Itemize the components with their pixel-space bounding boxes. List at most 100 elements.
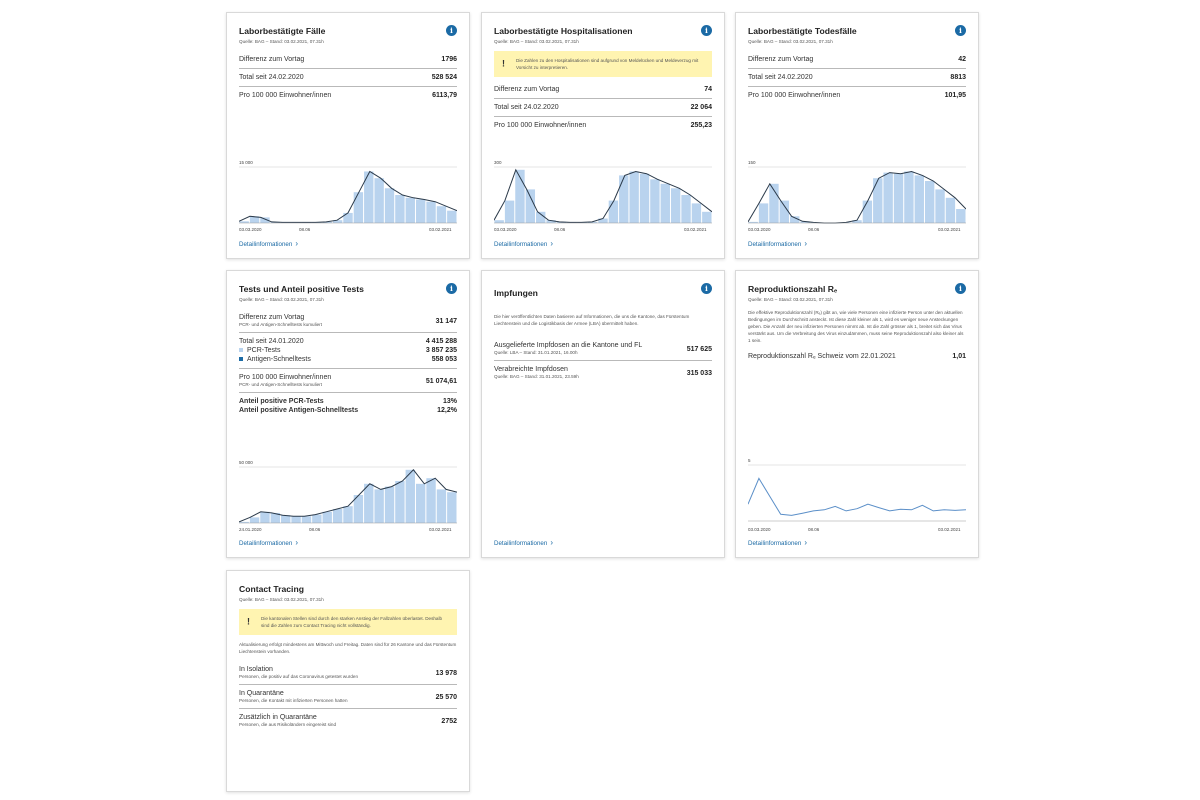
hosp-card: Laborbestätigte Hospitalisationen i Quel… [481,12,725,259]
chevron-right-icon: › [550,239,553,248]
total-label: Total seit 24.01.2020 [239,338,304,345]
notice-box: ! Die kantonalen Stellen sind durch den … [239,609,457,635]
detail-link[interactable]: Detailinformationen › [239,239,298,248]
chart-bar [883,172,893,223]
ymax-label: 50 000 [239,460,253,465]
diff-row: Differenz zum Vortag PCR- und Antigen-Sch… [239,309,457,333]
source-text: Quelle: BAG – Stand: 03.02.2021, 07.31h [494,39,579,44]
source-text: Quelle: BAG – Stand: 03.02.2021, 07.31h [748,39,833,44]
chart-bar [650,179,660,223]
detail-link[interactable]: Detailinformationen › [748,239,807,248]
x-start-label: 03.03.2020 [239,227,262,232]
cases-card: Laborbestätigte Fälle i Quelle: BAG – St… [226,12,470,259]
chart-bar [249,517,260,523]
antigen-legend-icon [239,357,243,362]
detail-link-label: Detailinformationen [494,540,548,547]
x-start-label: 03.03.2020 [748,527,771,532]
card-title: Laborbestätigte Fälle [239,26,326,36]
total-value: 22 064 [690,104,712,111]
chart-bar [270,512,281,523]
isolation-row: In Isolation Personen, die positiv auf da… [239,661,457,685]
diff-row: Differenz zum Vortag 74 [494,81,712,99]
chart-bar [260,511,270,523]
chart-bar [670,188,681,223]
deaths-card: Laborbestätigte Todesfälle i Quelle: BAG… [735,12,979,259]
card-title: Laborbestätigte Hospitalisationen [494,26,633,36]
chart-bar [779,200,790,223]
info-icon[interactable]: i [955,283,966,294]
x-end-label: 03.02.2021 [429,227,452,232]
chart-bar [629,171,639,223]
detail-link-label: Detailinformationen [239,241,293,248]
hosp-chart: 300 03.03.2020 08.06 03.02.2021 [494,159,712,233]
delivered-row: Ausgelieferte Impfdosen an die Kantone u… [494,337,712,361]
info-icon[interactable]: i [955,25,966,36]
chart-bar [415,199,426,223]
info-icon[interactable]: i [446,283,457,294]
chevron-right-icon: › [804,538,807,547]
chart-bar [852,220,862,223]
source-text: Quelle: BAG – Stand: 03.02.2021, 07.31h [239,597,324,602]
detail-link[interactable]: Detailinformationen › [494,239,553,248]
chart-bar [893,173,904,223]
detail-link[interactable]: Detailinformationen › [494,538,553,547]
per100k-label: Pro 100 000 Einwohner/innen [494,122,587,129]
detail-link-label: Detailinformationen [494,241,548,248]
total-value: 8813 [950,74,966,81]
chart-bar [239,521,249,523]
per100k-row: Pro 100 000 Einwohner/innen 6113,79 [239,87,457,104]
chart-bar [504,200,515,223]
total-label: Total seit 24.02.2020 [748,74,813,81]
pcr-legend-icon [239,348,243,353]
ymax-label: 150 [748,160,756,165]
card-title: Contact Tracing [239,584,304,594]
chart-bar [587,221,598,223]
x-mid-label: 08.06 [808,527,820,532]
chart-bar [260,217,270,223]
chart-bar [426,478,436,523]
vaccination-card: Impfungen i Die hier veröffentlichten Da… [481,270,725,558]
total-row: Total seit 24.02.2020 528 524 [239,69,457,87]
chart-bar [447,210,457,223]
per100k-row: Pro 100 000 Einwohner/innen PCR- und Anti… [239,369,457,393]
total-value: 528 524 [431,74,457,81]
x-end-label: 03.02.2021 [684,227,707,232]
detail-link[interactable]: Detailinformationen › [239,538,298,547]
administered-row: Verabreichte Impfdosen Quelle: BAG – Stan… [494,361,712,384]
chart-bar [494,220,504,223]
x-mid-label: 08.06 [808,227,820,232]
per100k-value: 51 074,61 [425,378,457,385]
diff-label: Differenz zum Vortag [748,56,814,63]
card-title: Reproduktionszahl Rₑ [748,284,838,294]
chart-bar [691,203,702,223]
info-icon[interactable]: i [701,283,712,294]
extra-value: 2752 [441,718,457,725]
total-block: Total seit 24.01.2020 4 415 288 PCR-Test… [239,333,457,369]
chart-bar [914,175,924,223]
ymax-label: 300 [494,160,502,165]
chart-bar [598,218,608,223]
source-text: Quelle: BAG – Stand: 03.02.2021, 07.31h [748,297,833,302]
chevron-right-icon: › [295,538,298,547]
total-value: 4 415 288 [425,338,457,345]
ymax-label: 15 000 [239,160,253,165]
chart-bar [364,171,374,223]
diff-value: 74 [704,86,712,93]
exclamation-icon: ! [247,616,250,627]
detail-link[interactable]: Detailinformationen › [748,538,807,547]
chevron-right-icon: › [550,538,553,547]
quarantine-row: In Quarantäne Personen, die Kontakt mit i… [239,685,457,709]
per100k-label: Pro 100 000 Einwohner/innen [748,92,841,99]
deaths-chart: 150 03.03.2020 08.06 03.02.2021 [748,159,966,233]
total-row: Total seit 24.02.2020 8813 [748,69,966,87]
extra-label: Zusätzlich in Quarantäne [239,714,317,721]
info-icon[interactable]: i [446,25,457,36]
card-title: Impfungen [494,288,538,298]
diff-row: Differenz zum Vortag 1796 [239,51,457,69]
diff-label: Differenz zum Vortag [239,314,305,321]
total-label: Total seit 24.02.2020 [494,104,559,111]
info-icon[interactable]: i [701,25,712,36]
chart-bar [873,178,883,223]
tests-chart: 50 000 24.01.2020 08.06 03.02.2021 [239,459,457,533]
cases-chart: 15 000 03.03.2020 08.06 03.02.2021 [239,159,457,233]
